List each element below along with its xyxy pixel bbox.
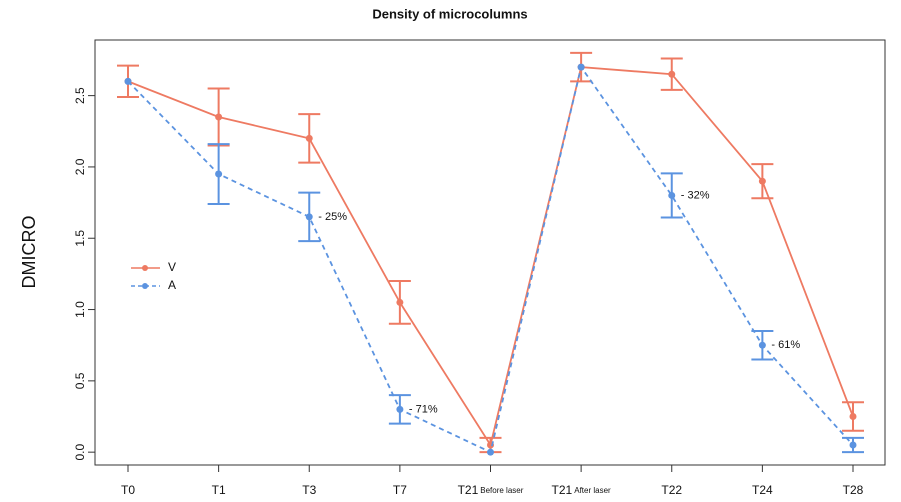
x-tick-label: T7 — [393, 483, 407, 497]
point — [396, 405, 404, 413]
category-name: T7 — [393, 483, 407, 497]
chart-title: Density of microcolumns — [372, 6, 527, 21]
point — [668, 191, 676, 199]
plot-frame — [94, 39, 886, 466]
category-name: T22 — [661, 483, 682, 497]
category-name: T24 — [752, 483, 773, 497]
x-tick-label: T28 — [843, 483, 864, 497]
point — [668, 70, 676, 78]
legend-label: V — [168, 260, 176, 274]
category-name: T0 — [121, 483, 135, 497]
y-tick-label: 1.0 — [73, 301, 87, 318]
point — [305, 134, 313, 142]
point — [849, 413, 857, 421]
y-tick-label: 1.5 — [73, 230, 87, 247]
category-note: Before laser — [480, 486, 523, 495]
y-tick-label: 0.5 — [73, 372, 87, 389]
series-line — [127, 64, 854, 454]
y-tick-label: 2.0 — [73, 158, 87, 175]
value-annotation: - 25% — [318, 211, 347, 223]
category-name: T3 — [302, 483, 316, 497]
x-tick-label: T22 — [661, 483, 682, 497]
x-tick-label: T0 — [121, 483, 135, 497]
y-tick-label: 2.5 — [73, 87, 87, 104]
category-name: T28 — [843, 483, 864, 497]
category-note: After laser — [574, 486, 611, 495]
point — [758, 177, 766, 185]
point — [577, 63, 585, 71]
x-tick-label: T21 Before laser — [458, 483, 524, 497]
x-tick-label: T21 After laser — [552, 483, 611, 497]
point — [849, 441, 857, 449]
category-name: T21 — [458, 483, 479, 497]
y-axis-label: DMICRO — [19, 216, 39, 289]
x-tick-label: T1 — [212, 483, 226, 497]
x-tick-label: T24 — [752, 483, 773, 497]
category-name: T21 — [552, 483, 573, 497]
point — [305, 213, 313, 221]
legend-marker — [142, 265, 148, 271]
point — [396, 298, 404, 306]
legend-label: A — [168, 278, 176, 292]
y-tick-label: 0.0 — [73, 444, 87, 461]
value-annotation: - 32% — [681, 189, 710, 201]
point — [124, 77, 132, 85]
legend-marker — [142, 283, 148, 289]
series-line — [127, 66, 854, 448]
x-tick-label: T3 — [302, 483, 316, 497]
value-annotation: - 71% — [409, 403, 438, 415]
value-annotation: - 61% — [771, 339, 800, 351]
point — [487, 448, 494, 456]
point — [215, 170, 223, 178]
point — [758, 341, 766, 349]
category-name: T1 — [212, 483, 226, 497]
point — [215, 113, 223, 121]
